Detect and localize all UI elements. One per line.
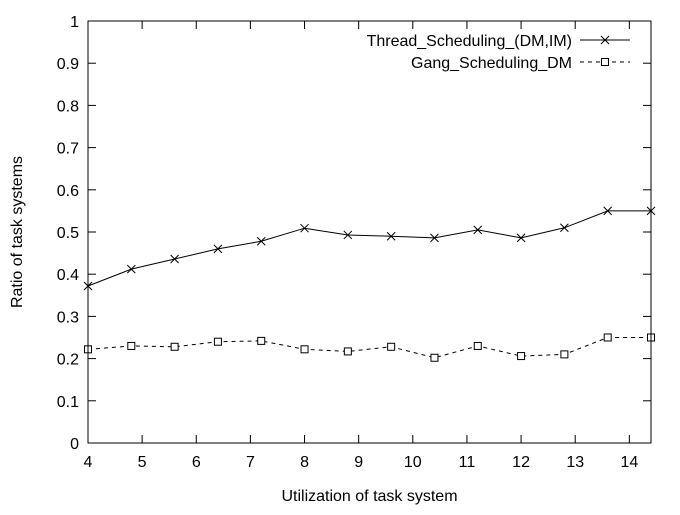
data-point bbox=[386, 231, 396, 241]
data-point bbox=[430, 233, 439, 243]
data-point bbox=[127, 341, 136, 350]
data-point bbox=[473, 225, 483, 235]
x-tick-label: 9 bbox=[354, 454, 363, 471]
x-tick-label: 5 bbox=[138, 454, 147, 471]
y-tick-label: 0.4 bbox=[57, 267, 79, 284]
legend-label: Gang_Scheduling_DM bbox=[411, 55, 572, 72]
y-tick-label: 0.8 bbox=[57, 98, 79, 115]
y-tick-label: 0.5 bbox=[57, 225, 79, 242]
data-point bbox=[343, 347, 352, 356]
y-tick-label: 0.6 bbox=[57, 183, 79, 200]
y-tick-label: 0.9 bbox=[57, 56, 79, 73]
y-axis-label: Ratio of task systems bbox=[9, 156, 26, 308]
series-layer bbox=[83, 206, 656, 362]
data-point bbox=[213, 244, 223, 254]
series-line bbox=[87, 210, 651, 287]
y-axis-ticks: 0 0.1 0.2 0.3 0.4 0.5 0.6 0.7 0.8 0.9 1 bbox=[57, 14, 651, 453]
legend-entry-1: Thread_Scheduling_(DM,IM) bbox=[367, 33, 630, 50]
x-tick-label: 13 bbox=[566, 454, 584, 471]
x-tick-label: 11 bbox=[459, 454, 476, 471]
data-point bbox=[603, 206, 613, 216]
plot-frame bbox=[87, 20, 652, 444]
data-point bbox=[516, 233, 526, 243]
series-1 bbox=[83, 206, 656, 291]
x-axis-label: Utilization of task system bbox=[281, 488, 457, 505]
x-tick-label: 4 bbox=[84, 454, 93, 471]
data-point bbox=[473, 341, 482, 350]
data-point bbox=[300, 345, 309, 354]
data-point bbox=[126, 264, 136, 274]
legend-marker bbox=[600, 35, 610, 45]
x-tick-label: 6 bbox=[192, 454, 201, 471]
data-point bbox=[430, 353, 439, 362]
x-tick-label: 7 bbox=[246, 454, 255, 471]
data-point bbox=[256, 236, 266, 246]
data-point bbox=[213, 337, 222, 346]
data-point bbox=[560, 223, 569, 233]
legend-marker bbox=[601, 58, 609, 66]
data-point bbox=[170, 342, 179, 351]
data-point bbox=[603, 333, 612, 342]
x-axis-ticks: 4 5 6 7 8 9 10 11 12 13 14 bbox=[84, 21, 638, 471]
y-tick-label: 0.2 bbox=[57, 352, 79, 369]
x-tick-label: 10 bbox=[404, 454, 422, 471]
x-tick-label: 12 bbox=[512, 454, 530, 471]
legend-label: Thread_Scheduling_(DM,IM) bbox=[367, 33, 572, 50]
data-point bbox=[517, 352, 526, 361]
y-tick-label: 1 bbox=[70, 14, 79, 31]
data-point bbox=[257, 336, 266, 345]
x-tick-label: 8 bbox=[300, 454, 309, 471]
y-tick-label: 0.7 bbox=[57, 141, 79, 158]
y-tick-label: 0.3 bbox=[57, 309, 79, 326]
legend-entry-2: Gang_Scheduling_DM bbox=[411, 55, 630, 72]
data-point bbox=[387, 342, 396, 351]
series-line bbox=[87, 337, 651, 359]
data-point bbox=[560, 350, 569, 359]
data-point bbox=[300, 223, 309, 233]
y-tick-label: 0 bbox=[70, 436, 79, 453]
x-tick-label: 14 bbox=[620, 454, 638, 471]
series-2 bbox=[84, 333, 655, 362]
y-tick-label: 0.1 bbox=[57, 394, 79, 411]
data-point bbox=[343, 230, 353, 240]
legend: Thread_Scheduling_(DM,IM) Gang_Scheduling… bbox=[367, 33, 630, 72]
data-point bbox=[170, 254, 179, 264]
